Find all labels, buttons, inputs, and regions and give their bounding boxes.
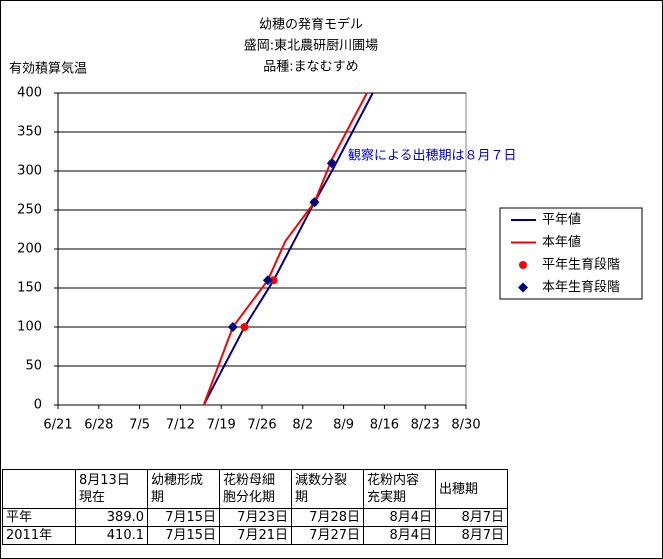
header-line: 8月13日 (79, 473, 130, 488)
table-header-cell: 減数分裂期 (291, 469, 364, 509)
y-tick-label: 150 (17, 281, 42, 296)
y-tick-label: 300 (17, 164, 42, 179)
x-tick-label: 7/12 (166, 418, 195, 433)
legend-label: 本年生育段階 (542, 279, 620, 295)
table-cell: 8月4日 (363, 526, 436, 545)
x-tick-label: 6/21 (43, 418, 72, 433)
header-line: 期 (295, 490, 309, 505)
point (262, 275, 273, 286)
x-tick-label: 8/2 (292, 418, 313, 433)
chart-title: 品種:まなむすめ (263, 59, 358, 75)
legend-label: 平年生育段階 (542, 257, 620, 273)
table-cell: 7月15日 (147, 526, 220, 545)
table-cell: 7月28日 (291, 508, 364, 527)
table-header-cell: 花粉内容 充実期 (363, 469, 436, 509)
y-tick-label: 50 (25, 359, 42, 374)
x-tick-label: 8/9 (333, 418, 354, 433)
y-tick-label: 200 (17, 242, 42, 257)
y-axis-label: 有効積算気温 (9, 61, 87, 77)
y-tick-label: 350 (17, 125, 42, 140)
y-tick-label: 100 (17, 320, 42, 335)
point (269, 276, 278, 285)
table-header-cell: 花粉母細 胞分化期 (219, 469, 292, 509)
header-line: 期 (151, 490, 165, 505)
header-line: 胞分化期 (223, 490, 276, 505)
y-tick-label: 0 (34, 398, 42, 413)
table-cell: 410.1 (75, 526, 148, 545)
legend-swatch (519, 261, 527, 269)
table-cell: 7月23日 (219, 508, 292, 527)
chart-title: 幼穂の発育モデル (259, 17, 363, 33)
header-line: 幼穂形成 (151, 473, 204, 488)
legend-label: 本年値 (542, 234, 581, 250)
header-line: 花粉母細 (223, 473, 276, 488)
table-cell (2, 469, 76, 509)
header-line: 出穂期 (439, 481, 479, 497)
y-tick-label: 400 (17, 86, 42, 101)
x-tick-label: 7/19 (207, 418, 236, 433)
table-header-cell: 幼穂形成期 (147, 469, 220, 509)
annotation: 観察による出穂期は８月７日 (348, 149, 517, 164)
x-tick-label: 8/23 (411, 418, 440, 433)
table-cell: 8月7日 (435, 526, 508, 545)
point (240, 323, 249, 331)
point (326, 158, 337, 169)
table-cell: 7月27日 (291, 526, 364, 545)
table-cell: 389.0 (75, 508, 148, 527)
table-header-cell: 出穂期 (435, 469, 508, 509)
table-cell: 7月15日 (147, 508, 220, 527)
table-cell: 8月7日 (435, 508, 508, 527)
x-tick-label: 7/5 (129, 418, 150, 433)
table-header: 8月13日 現在 幼穂形成期花粉母細 胞分化期 減数分裂期花粉内容 充実期 出穂期 (2, 469, 508, 509)
table-cell: 8月4日 (363, 508, 436, 527)
data-table: 8月13日 現在 幼穂形成期花粉母細 胞分化期 減数分裂期花粉内容 充実期 出穂期 平年 389… (2, 469, 508, 545)
x-tick-label: 8/30 (451, 418, 480, 433)
header-line: 減数分裂 (295, 473, 348, 488)
header-line: 花粉内容 (367, 473, 420, 488)
x-tick-label: 8/16 (370, 418, 399, 433)
table-row: 2011年 410.1 7月15日 7月21日 7月27日 8月4日 8月7日 (2, 526, 508, 545)
chart-title: 盛岡:東北農研厨川圃場 (244, 38, 378, 54)
header-line: 充実期 (367, 490, 407, 505)
table-cell: 2011年 (2, 526, 76, 545)
table-header-cell: 8月13日現在 (75, 469, 148, 509)
table-row: 平年 389.0 7月15日 7月23日 7月28日 8月4日 8月7日 (2, 508, 508, 527)
table-cell: 平年 (2, 508, 76, 527)
header-line: 現在 (79, 490, 106, 505)
point (227, 322, 238, 332)
table-cell: 7月21日 (219, 526, 292, 545)
legend-swatch (518, 282, 528, 293)
legend-label: 平年値 (542, 212, 581, 228)
x-tick-label: 6/28 (84, 418, 113, 433)
point (309, 197, 320, 208)
x-tick-label: 7/26 (247, 418, 276, 433)
series-line (202, 92, 374, 406)
y-tick-label: 250 (17, 203, 42, 218)
